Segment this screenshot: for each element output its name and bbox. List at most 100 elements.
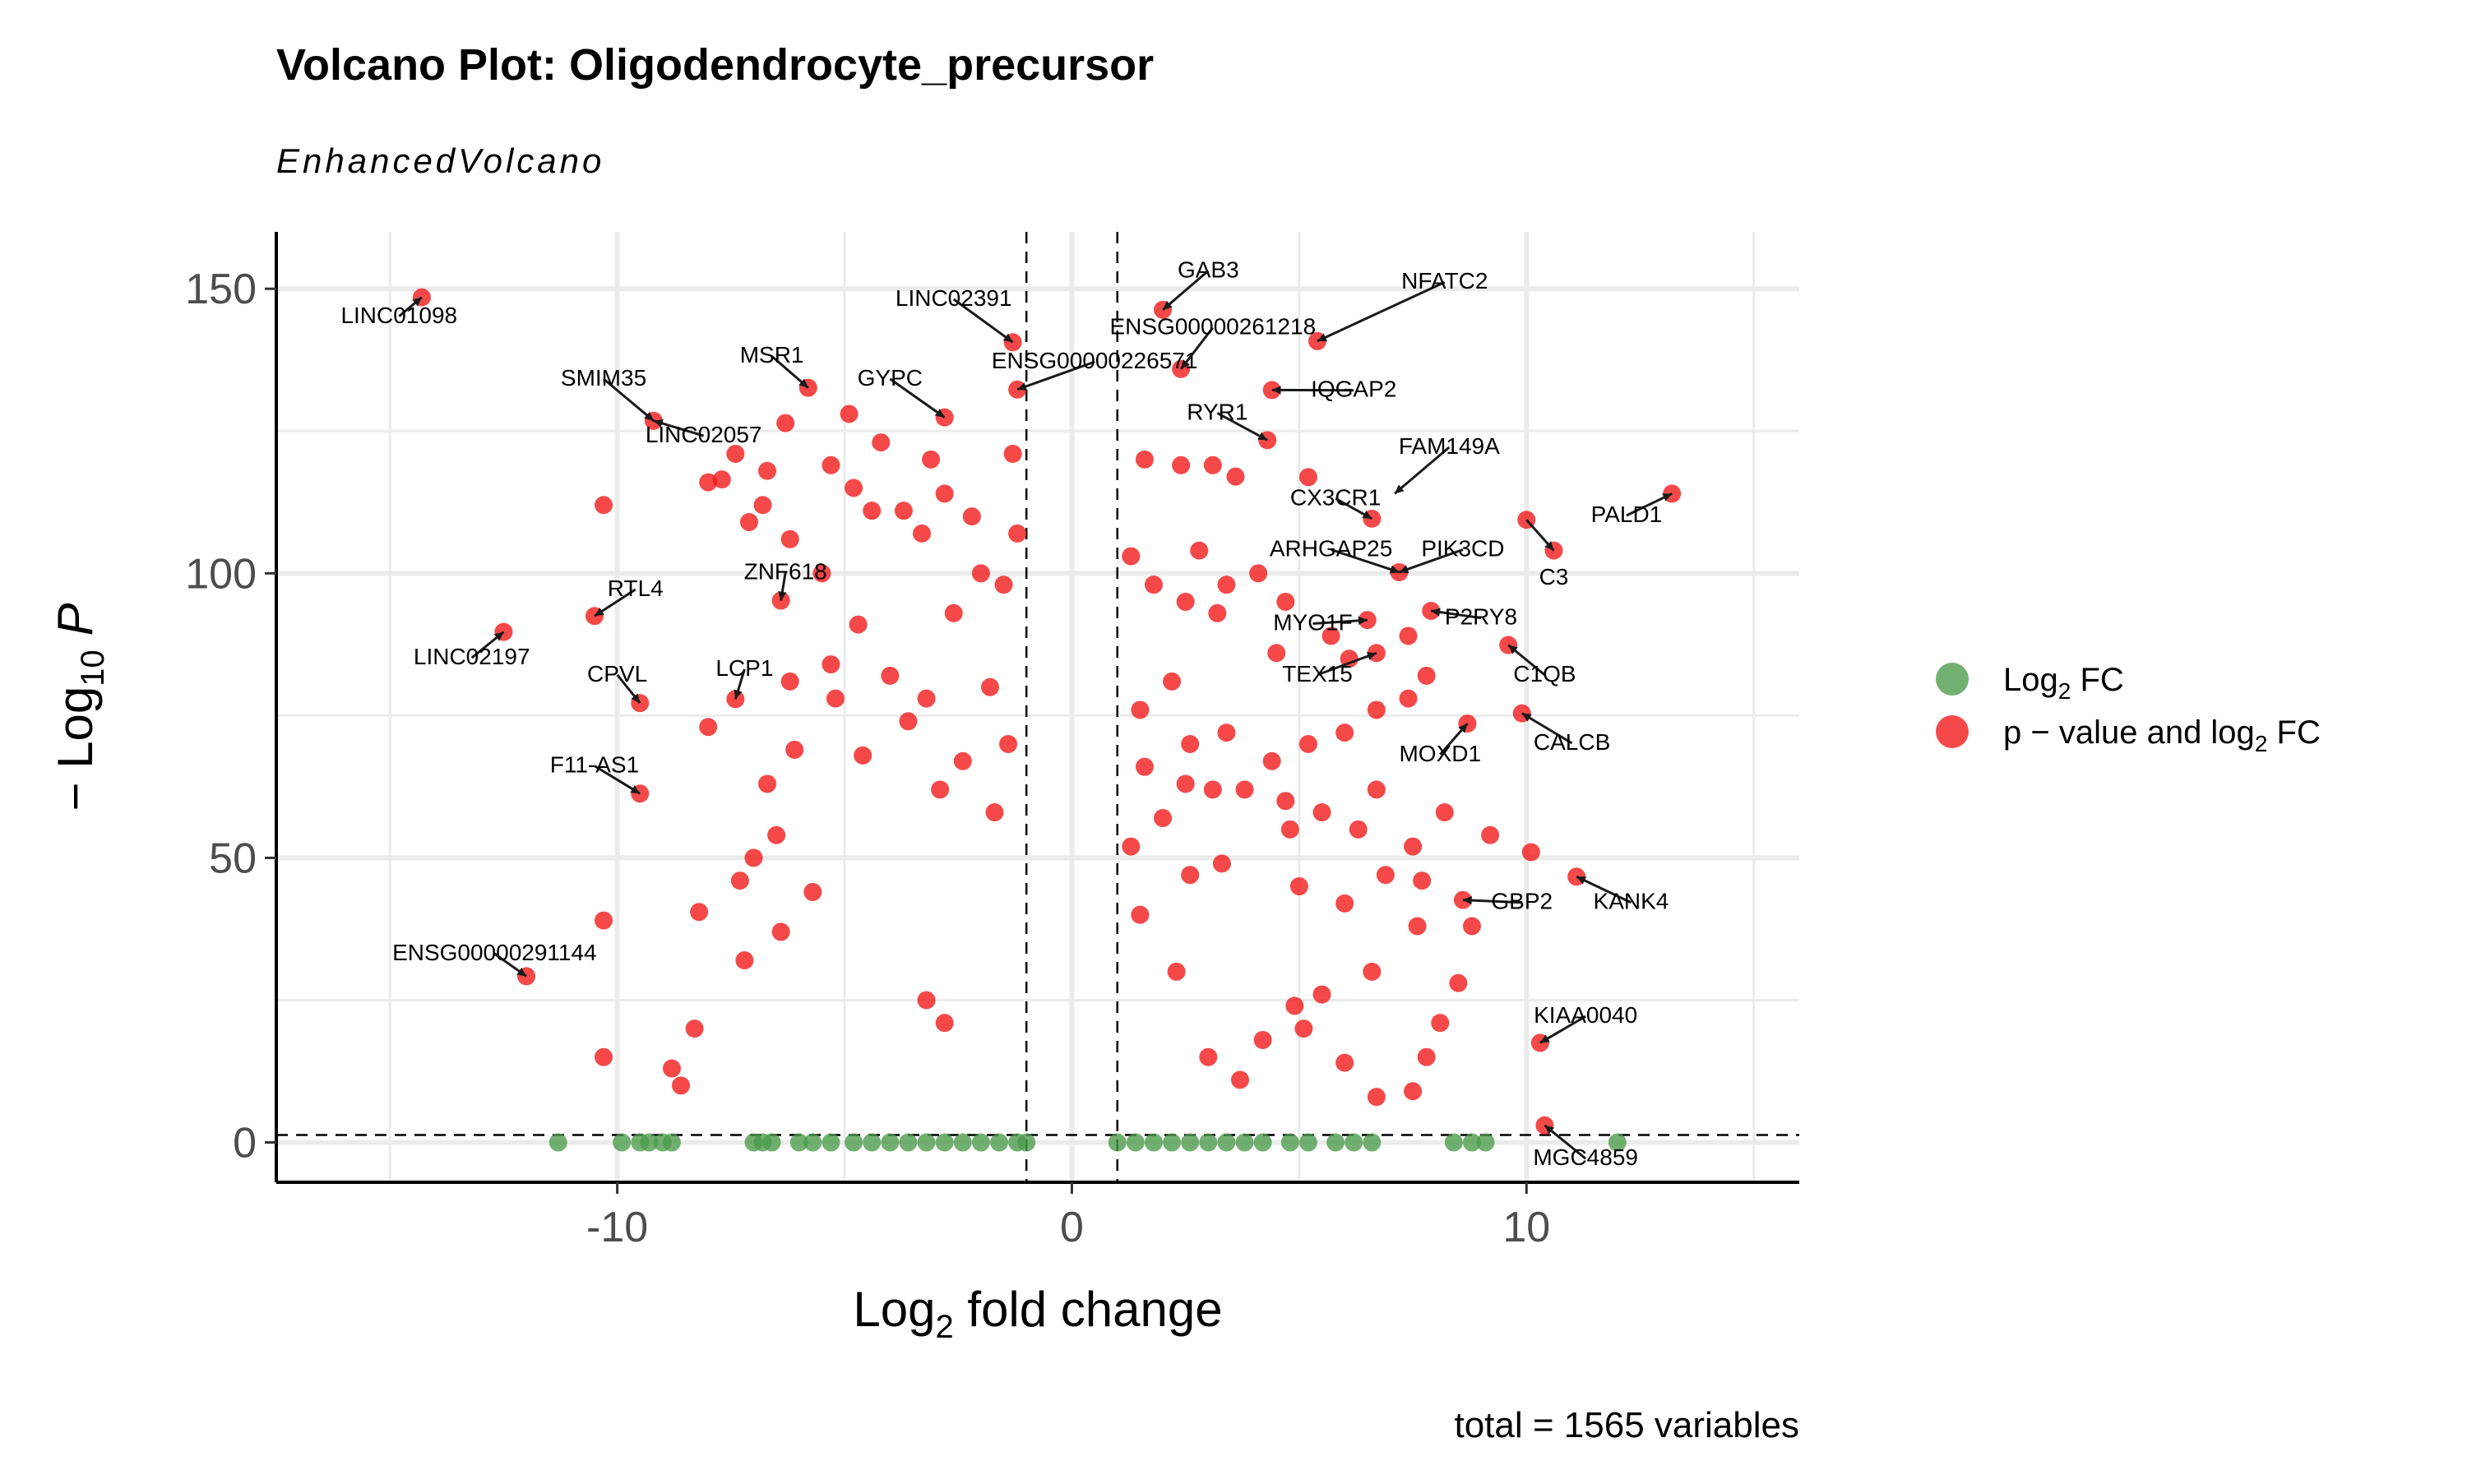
- point-significant: [936, 484, 954, 502]
- point-fc-only: [1445, 1134, 1463, 1152]
- point-significant: [995, 576, 1013, 594]
- point-fc-only: [1345, 1134, 1363, 1152]
- point-significant: [1168, 963, 1186, 981]
- point-significant: [1368, 1088, 1386, 1106]
- point-significant: [954, 752, 972, 770]
- gene-label: MGC4859: [1533, 1144, 1638, 1170]
- gene-label: C1QB: [1513, 661, 1576, 687]
- point-significant: [854, 747, 872, 765]
- point-significant: [1481, 826, 1499, 844]
- point-fc-only: [1326, 1134, 1345, 1152]
- gene-label: PALD1: [1591, 502, 1663, 527]
- point-significant: [840, 405, 859, 423]
- point-significant: [1177, 593, 1195, 611]
- point-fc-only: [1145, 1134, 1163, 1152]
- gene-label: CALCB: [1534, 729, 1610, 755]
- point-significant: [985, 803, 1003, 821]
- y-tick-label: 100: [185, 550, 257, 598]
- point-significant: [981, 678, 999, 696]
- point-significant: [1122, 838, 1140, 856]
- point-fc-only: [1363, 1134, 1381, 1152]
- point-significant: [1154, 809, 1172, 827]
- point-significant: [1400, 690, 1418, 708]
- point-fc-only: [613, 1134, 631, 1152]
- gene-label: GYPC: [858, 365, 923, 391]
- point-significant: [758, 462, 776, 480]
- point-significant: [1276, 792, 1294, 810]
- point-significant: [872, 433, 890, 451]
- gene-label: LINC02391: [896, 285, 1012, 311]
- point-significant: [1208, 604, 1226, 622]
- point-significant: [863, 502, 881, 520]
- point-significant: [1335, 724, 1354, 742]
- point-fc-only: [663, 1134, 681, 1152]
- point-significant: [1363, 963, 1381, 981]
- point-significant: [899, 712, 917, 730]
- gene-label: NFATC2: [1401, 268, 1488, 294]
- legend-marker-fc: [1936, 663, 1969, 696]
- gene-label: MYO1F: [1273, 610, 1352, 636]
- x-tick-label: 0: [1060, 1204, 1084, 1251]
- point-significant: [881, 667, 899, 685]
- y-tick-label: 150: [185, 266, 257, 313]
- point-significant: [1400, 626, 1418, 645]
- point-significant: [731, 871, 749, 890]
- point-fc-only: [549, 1134, 567, 1152]
- gene-label: FAM149A: [1399, 433, 1500, 459]
- point-fc-only: [1127, 1134, 1145, 1152]
- point-fc-only: [845, 1134, 863, 1152]
- x-axis-title: Log2 fold change: [853, 1282, 1222, 1345]
- point-significant: [1349, 821, 1368, 839]
- point-fc-only: [1017, 1134, 1035, 1152]
- grid: [276, 232, 1799, 1182]
- point-significant: [1177, 774, 1195, 793]
- point-significant: [1335, 1054, 1354, 1072]
- gene-label: ENSG00000291144: [392, 940, 597, 965]
- point-significant: [595, 912, 613, 930]
- gene-label: C3: [1539, 564, 1569, 589]
- point-significant: [895, 502, 913, 520]
- point-significant: [726, 445, 744, 463]
- point-significant: [735, 951, 753, 969]
- point-significant: [1181, 866, 1199, 884]
- point-significant: [1145, 576, 1163, 594]
- gene-label: F11-AS1: [550, 752, 639, 778]
- point-significant: [1522, 844, 1540, 862]
- point-significant: [1226, 468, 1244, 486]
- point-significant: [767, 826, 785, 844]
- point-fc-only: [881, 1134, 899, 1152]
- legend-label-fc: Log2 FC: [2003, 662, 2124, 704]
- point-significant: [1204, 780, 1222, 798]
- point-significant: [822, 655, 840, 673]
- y-tick-label: 0: [233, 1120, 257, 1167]
- point-significant: [1172, 456, 1190, 474]
- point-fc-only: [1299, 1134, 1317, 1152]
- point-significant: [744, 848, 762, 867]
- point-significant: [1199, 1048, 1217, 1066]
- data-points: [413, 289, 1681, 1152]
- cutoff-lines: [276, 232, 1799, 1182]
- point-fc-only: [1163, 1134, 1181, 1152]
- point-significant: [1122, 548, 1140, 566]
- point-significant: [1285, 996, 1303, 1015]
- point-significant: [913, 525, 931, 543]
- gene-label: CX3CR1: [1290, 484, 1381, 510]
- point-fc-only: [990, 1134, 1008, 1152]
- chart-caption: total = 1565 variables: [1454, 1405, 1799, 1445]
- legend-label-sig: p − value and log2 FC: [2003, 714, 2321, 756]
- point-fc-only: [1236, 1134, 1254, 1152]
- x-tick-label: 10: [1502, 1204, 1550, 1251]
- point-significant: [690, 903, 708, 921]
- point-significant: [1163, 673, 1181, 691]
- point-fc-only: [1254, 1134, 1272, 1152]
- y-tick-label: 50: [209, 834, 257, 882]
- gene-label: CPVL: [587, 661, 647, 687]
- gene-label: LINC02057: [646, 422, 762, 447]
- point-significant: [772, 922, 790, 941]
- chart-subtitle: EnhancedVolcano: [276, 141, 604, 180]
- gene-label: IQGAP2: [1311, 377, 1396, 402]
- point-significant: [1449, 974, 1467, 992]
- point-significant: [595, 496, 613, 514]
